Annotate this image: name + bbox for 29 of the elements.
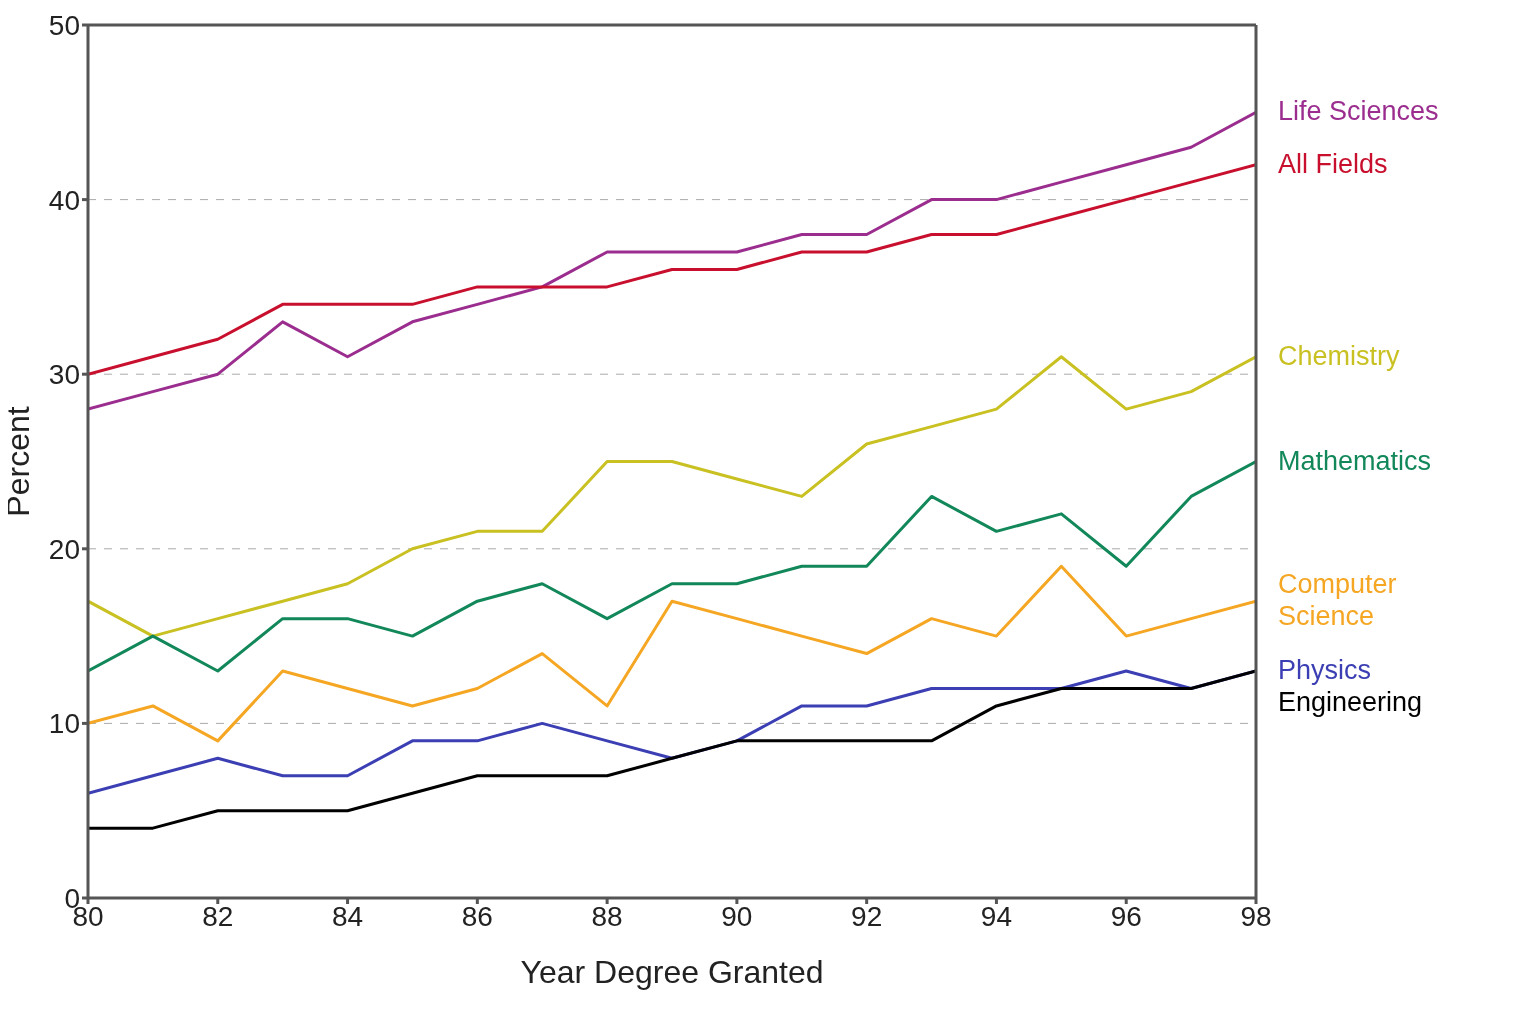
series-label: Computer Science [1278, 569, 1397, 632]
line-series [88, 564, 1256, 743]
line-series [88, 669, 1256, 830]
x-tick-label: 86 [461, 900, 493, 932]
line-series [88, 355, 1256, 638]
x-tick-label: 82 [202, 900, 234, 932]
x-tick-label: 90 [721, 900, 753, 932]
y-tick-label: 10 [48, 708, 80, 740]
x-tick-label: 88 [591, 900, 623, 932]
y-tick-label: 40 [48, 184, 80, 216]
line-series [88, 163, 1256, 376]
x-tick-label: 98 [1240, 900, 1272, 932]
y-tick-label: 50 [48, 9, 80, 41]
series-label: All Fields [1278, 148, 1388, 179]
x-tick-label: 92 [851, 900, 883, 932]
y-tick-label: 20 [48, 533, 80, 565]
x-tick-label: 84 [331, 900, 364, 932]
line-series [88, 460, 1256, 673]
y-axis-title: Percent [0, 406, 37, 517]
series-label: Mathematics [1278, 445, 1432, 476]
series-label: Life Sciences [1278, 96, 1439, 127]
series-label: Chemistry [1278, 340, 1401, 371]
x-tick-label: 94 [980, 900, 1013, 932]
series-label: Physics [1278, 655, 1372, 686]
line-series [88, 110, 1256, 411]
y-tick-label: 30 [48, 359, 80, 391]
x-tick-label: 96 [1110, 900, 1142, 932]
x-axis-title: Year Degree Granted [520, 954, 824, 990]
series-label: Engineering [1278, 687, 1423, 718]
